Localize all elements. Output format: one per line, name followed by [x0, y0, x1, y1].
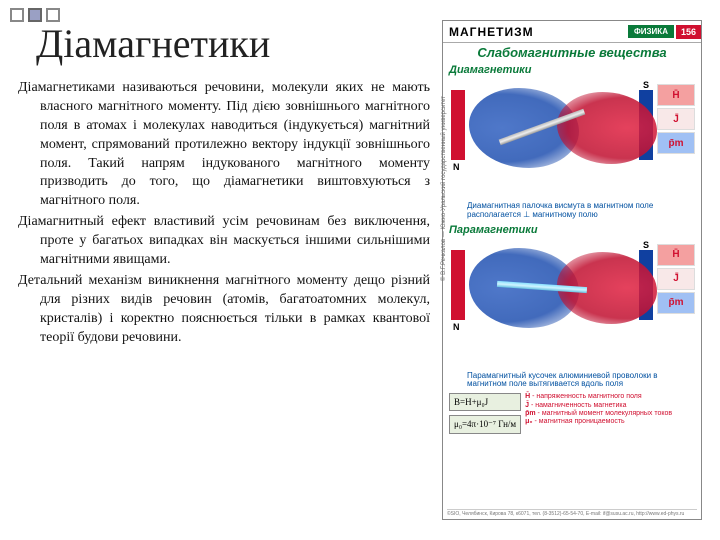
- physics-poster: МАГНЕТИЗМ ФИЗИКА 156 Слабомагнитные веще…: [442, 20, 702, 520]
- poster-subtitle: Слабомагнитные вещества: [443, 43, 701, 62]
- corner-decoration: [10, 8, 60, 22]
- deco-square: [28, 8, 42, 22]
- vec-pm: p̄m: [657, 132, 695, 154]
- vec-j: J̄: [657, 108, 695, 130]
- paragraph: Діамагнитный ефект властивий усім речови…: [18, 213, 430, 270]
- body-text: Діамагнетиками називаються речовини, мол…: [18, 79, 430, 347]
- caption-paramagnetic: Парамагнитный кусочек алюминиевой провол…: [443, 372, 701, 392]
- poster-footer: ©SIO, Челябинск, Кирова 78, к6071, тел. …: [447, 509, 697, 517]
- slide-title: Діамагнетики: [36, 20, 430, 67]
- legend-item: p̄m - магнитный момент молекулярных токо…: [525, 410, 672, 418]
- legend-item: H̄ - напряженность магнитного поля: [525, 393, 672, 401]
- legend-item: μ₀ - магнитная проницаемость: [525, 418, 672, 426]
- diamagnetic-diagram: N S H̄ J̄ p̄m: [447, 80, 697, 200]
- formula-mu: μ₀=4π·10⁻⁷ Гн/м: [449, 415, 521, 434]
- poster-column: МАГНЕТИЗМ ФИЗИКА 156 Слабомагнитные веще…: [438, 20, 710, 530]
- paramagnetic-diagram: N S H̄ J̄ p̄m: [447, 240, 697, 370]
- legend-item: J̄ - намагниченность магнетика: [525, 402, 672, 410]
- pole-n-label: N: [453, 322, 460, 332]
- pole-s-label: S: [643, 240, 649, 250]
- text-column: Діамагнетики Діамагнетиками називаються …: [18, 20, 438, 530]
- vec-pm: p̄m: [657, 292, 695, 314]
- side-vectors-2: H̄ J̄ p̄m: [657, 244, 695, 314]
- vertical-credit: © В.Г.Речкалов — Южно-Уральский государс…: [441, 81, 447, 281]
- north-pole: [451, 250, 465, 320]
- pole-s-label: S: [643, 80, 649, 90]
- deco-square: [10, 8, 24, 22]
- poster-header: МАГНЕТИЗМ ФИЗИКА 156: [443, 21, 701, 43]
- poster-number: 156: [676, 25, 701, 39]
- paragraph: Діамагнетиками називаються речовини, мол…: [18, 79, 430, 211]
- formula-row: B=H+μ₀J μ₀=4π·10⁻⁷ Гн/м H̄ - напряженнос…: [443, 391, 701, 436]
- poster-main-title: МАГНЕТИЗМ: [443, 25, 628, 39]
- section-paramagnetic: Парамагнетики: [443, 222, 701, 238]
- slide-container: Діамагнетики Діамагнетиками називаються …: [0, 0, 720, 540]
- north-pole: [451, 90, 465, 160]
- paragraph: Детальний механізм виникнення магнітного…: [18, 272, 430, 348]
- deco-square: [46, 8, 60, 22]
- formula-col: B=H+μ₀J μ₀=4π·10⁻⁷ Гн/м: [449, 393, 521, 434]
- caption-diamagnetic: Диамагнитная палочка висмута в магнитном…: [443, 202, 701, 222]
- pole-n-label: N: [453, 162, 460, 172]
- formula-b: B=H+μ₀J: [449, 393, 521, 411]
- vec-j: J̄: [657, 268, 695, 290]
- vec-h: H̄: [657, 244, 695, 266]
- subject-badge: ФИЗИКА: [628, 25, 674, 38]
- vec-h: H̄: [657, 84, 695, 106]
- side-vectors-1: H̄ J̄ p̄m: [657, 84, 695, 154]
- legend: H̄ - напряженность магнитного поля J̄ - …: [525, 393, 672, 427]
- section-diamagnetic: Диамагнетики: [443, 62, 701, 78]
